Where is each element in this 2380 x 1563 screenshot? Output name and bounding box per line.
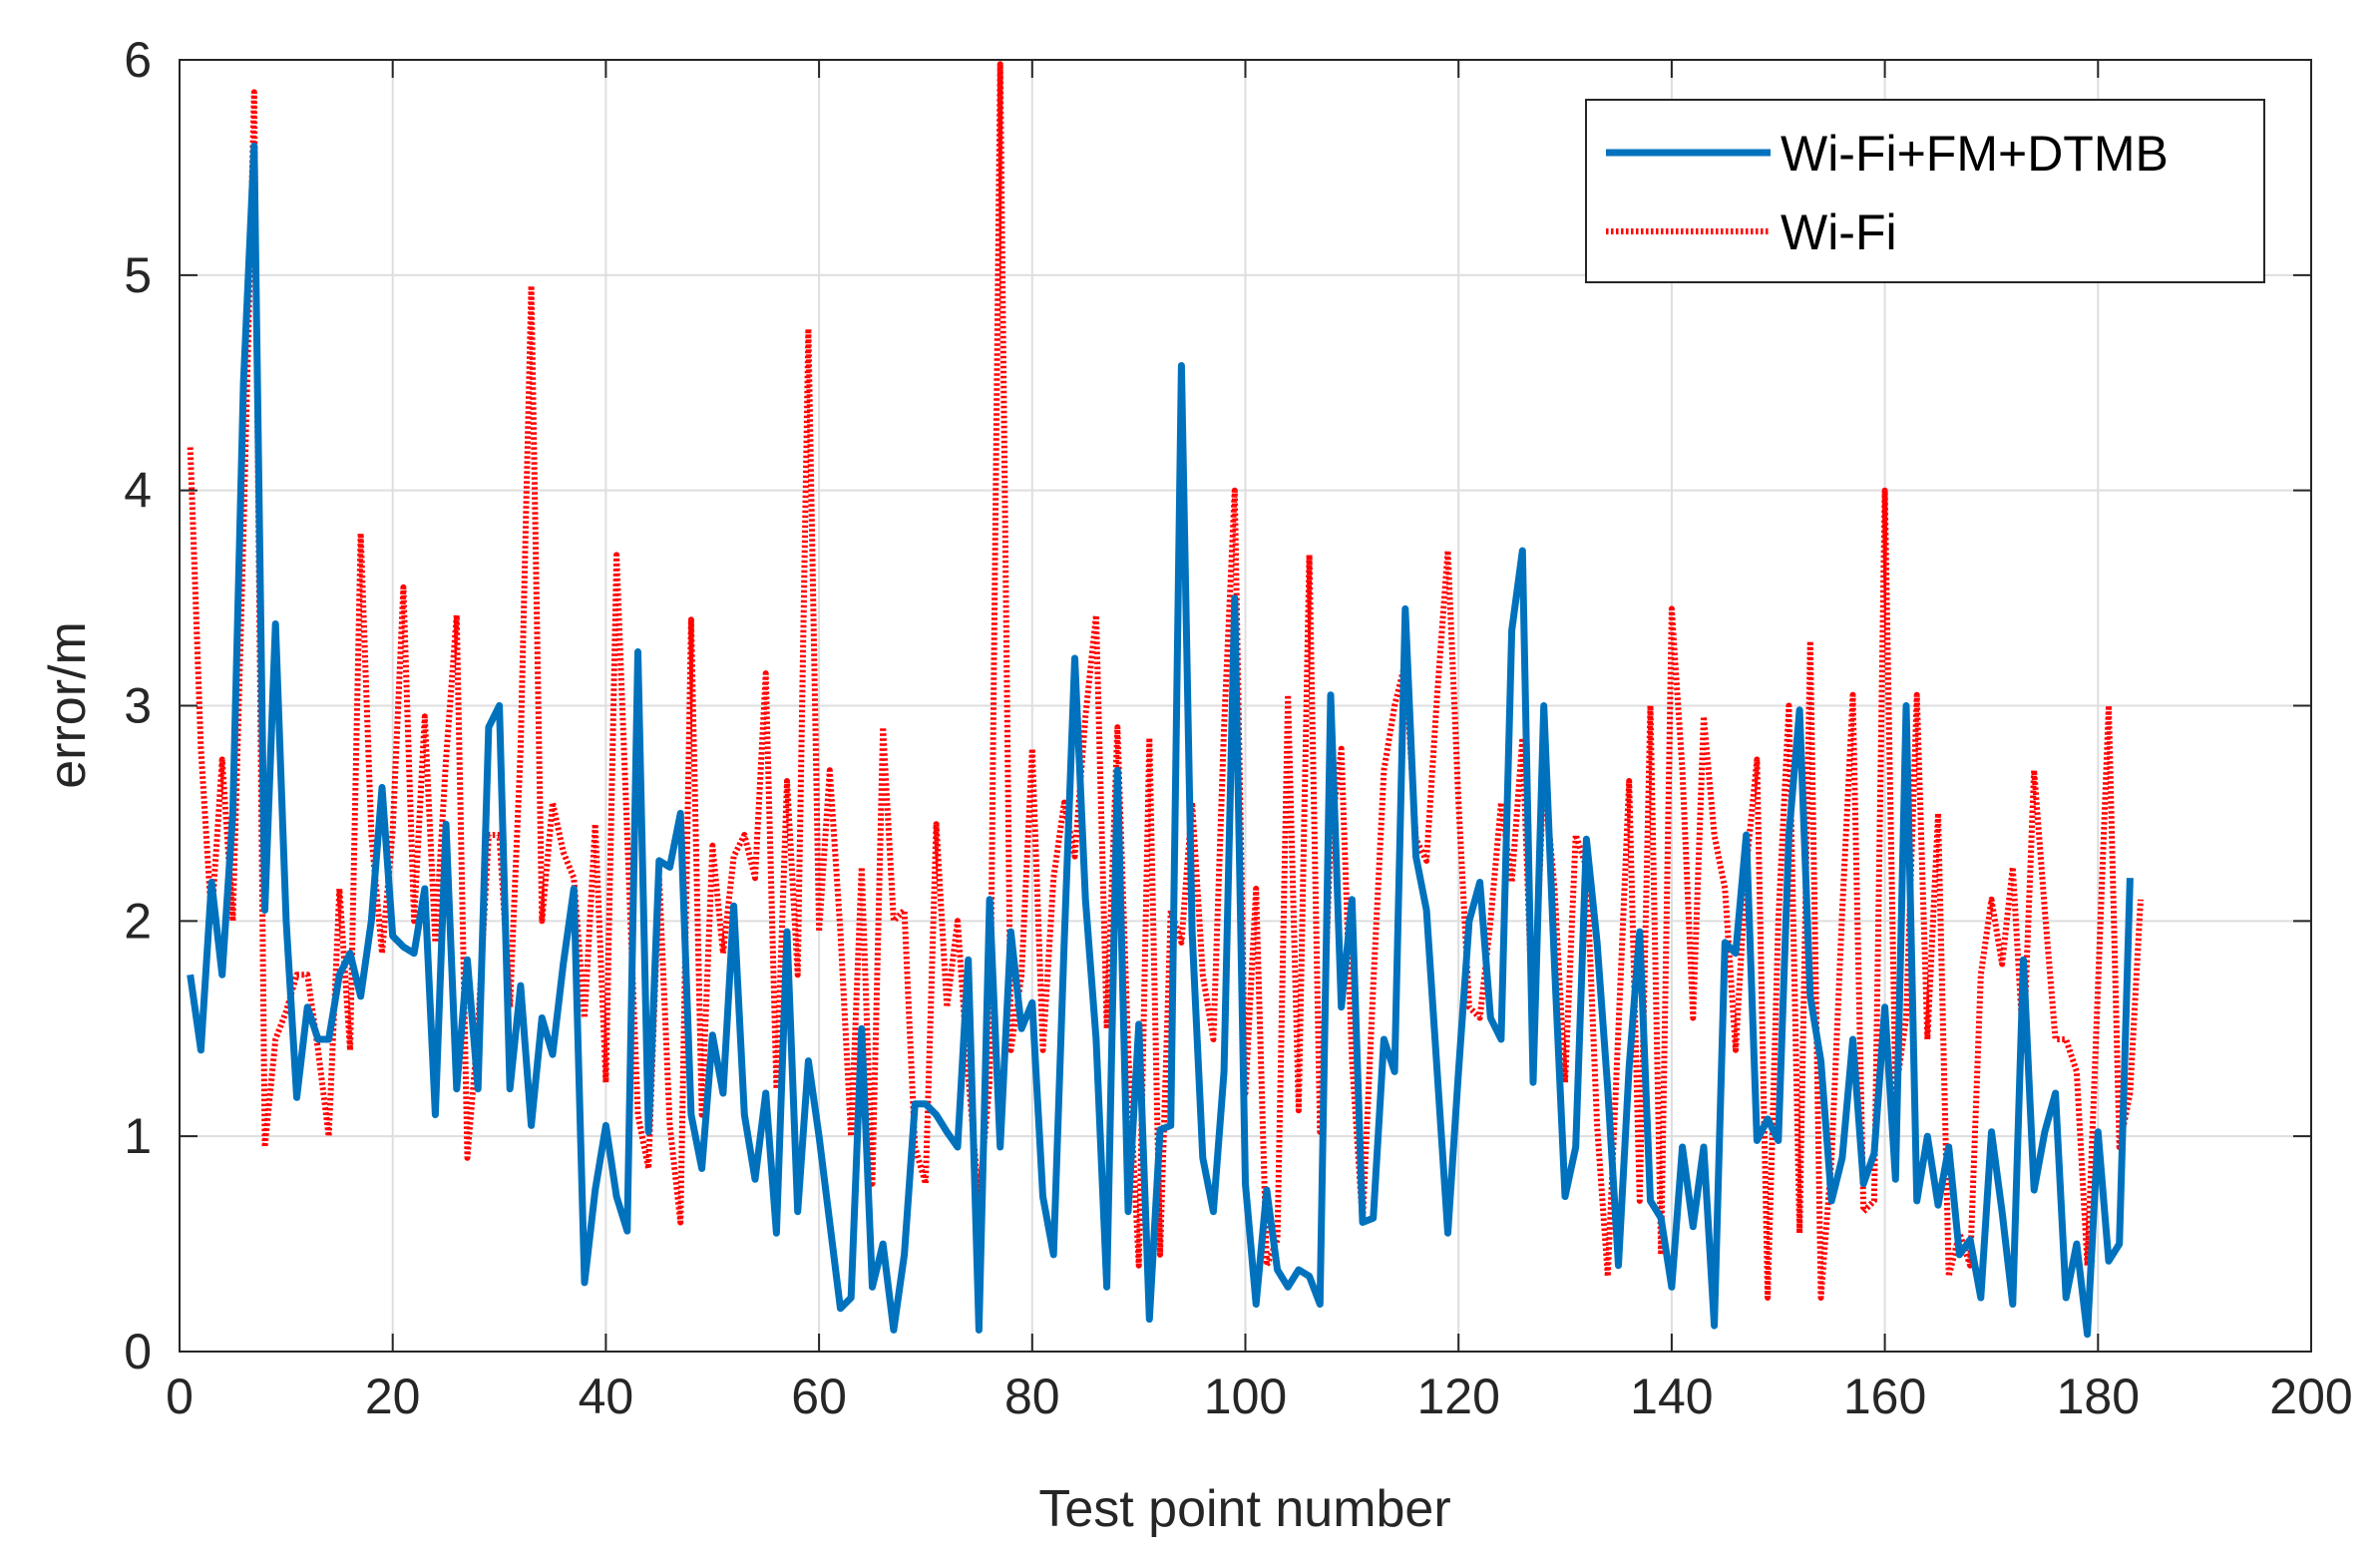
x-tick-label-20: 20: [365, 1368, 421, 1424]
x-tick-label-160: 160: [1843, 1368, 1926, 1424]
x-tick-label-0: 0: [166, 1368, 194, 1424]
x-tick-label-40: 40: [579, 1368, 634, 1424]
y-tick-label-4: 4: [124, 463, 152, 519]
legend: Wi-Fi+FM+DTMB Wi-Fi: [1585, 99, 2265, 283]
y-axis-label: error/m: [39, 621, 97, 789]
tick-labels: 0 20 40 60 80 100 120 140 160 180 200 0 1 2 3 4 5 6: [124, 32, 2353, 1424]
x-axis-label: Test point number: [1038, 1480, 1450, 1538]
y-tick-label-5: 5: [124, 247, 152, 303]
legend-label-wifi: Wi-Fi: [1781, 204, 1897, 260]
x-tick-label-200: 200: [2269, 1368, 2352, 1424]
axis-ticks: [179, 59, 2312, 1353]
legend-box: [1585, 99, 2265, 283]
x-tick-label-100: 100: [1204, 1368, 1287, 1424]
x-tick-label-60: 60: [791, 1368, 847, 1424]
legend-label-wifi-fm-dtmb: Wi-Fi+FM+DTMB: [1781, 126, 2169, 182]
series-line-wi-fi-fm-dtmb: [187, 142, 2134, 1339]
y-tick-label-2: 2: [124, 893, 152, 949]
y-tick-label-1: 1: [124, 1108, 152, 1164]
x-tick-label-80: 80: [1004, 1368, 1060, 1424]
x-tick-label-120: 120: [1416, 1368, 1499, 1424]
series-line-wi-fi: [187, 61, 2144, 1301]
x-tick-label-180: 180: [2057, 1368, 2140, 1424]
x-tick-label-140: 140: [1630, 1368, 1713, 1424]
series-lines: [187, 61, 2144, 1339]
y-tick-label-6: 6: [124, 32, 152, 88]
y-tick-label-3: 3: [124, 678, 152, 734]
y-tick-label-0: 0: [124, 1324, 152, 1379]
